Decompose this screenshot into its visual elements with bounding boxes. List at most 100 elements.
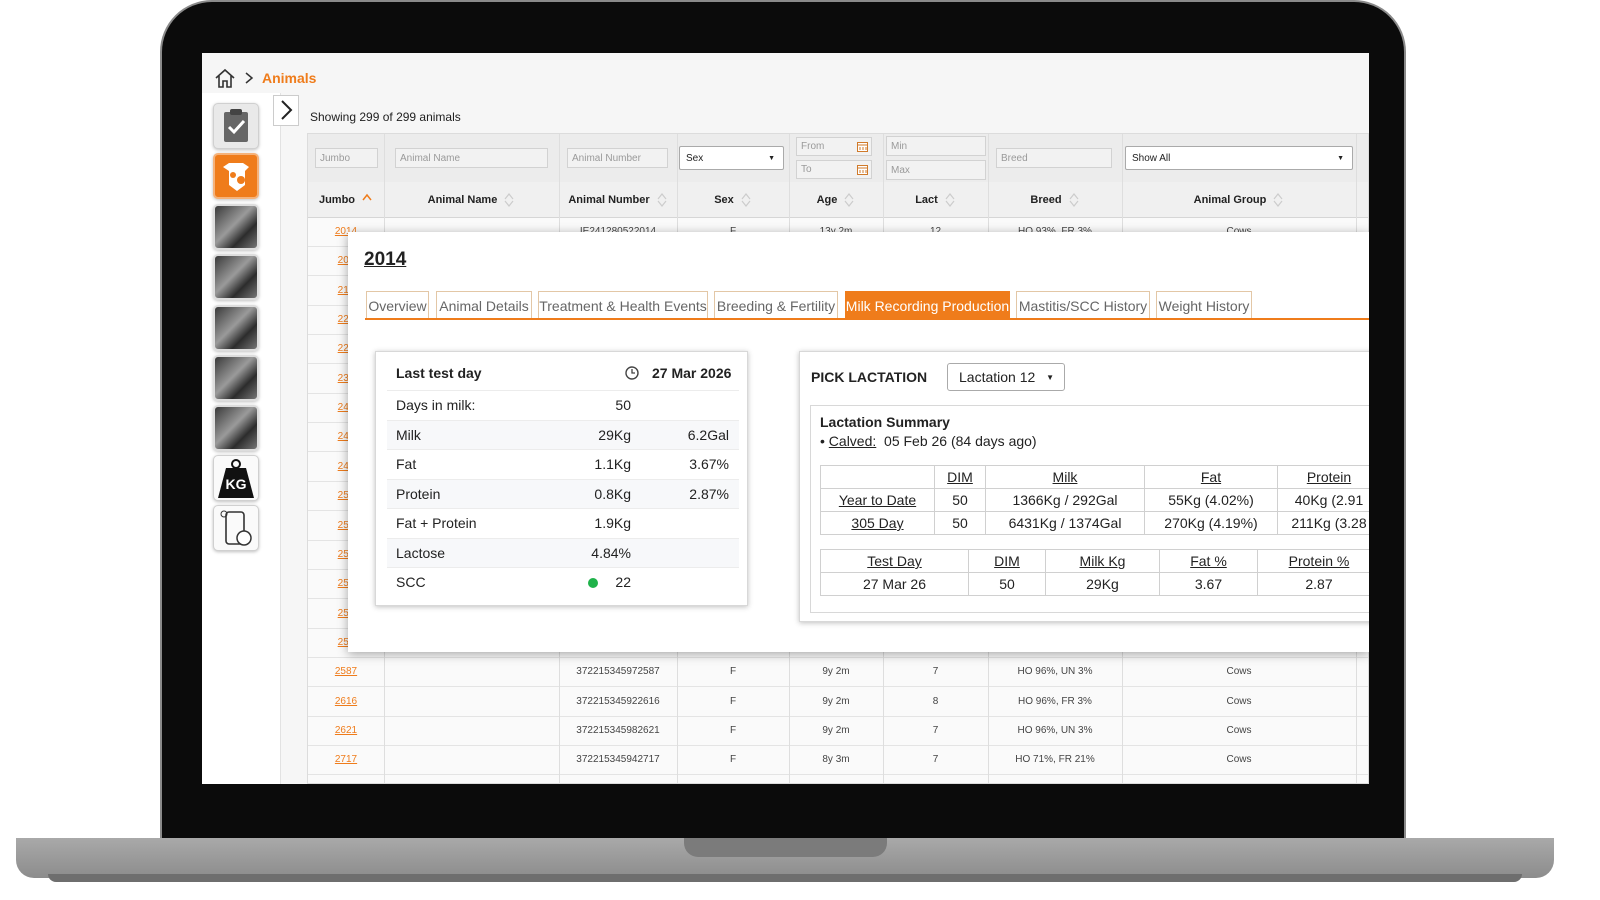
modal-title: 2014 (364, 249, 407, 270)
tab[interactable]: Treatment & Health Events (538, 291, 708, 319)
sort-indicator[interactable] (503, 192, 515, 208)
results-count: Showing 299 of 299 animals (310, 110, 461, 124)
animals-icon[interactable] (213, 153, 259, 199)
header-cell: Milk (985, 465, 1145, 489)
select-arrow: ▼ (1337, 154, 1344, 162)
jumbo-link[interactable]: 2621 (334, 724, 358, 736)
tab[interactable]: Animal Details (436, 291, 532, 319)
stat-row: Milk 29Kg 6.2Gal (387, 419, 739, 450)
header-row: DIM Milk Fat Protein (820, 465, 1369, 489)
photo-icon[interactable] (213, 405, 259, 451)
column-header[interactable]: Age (789, 182, 883, 217)
home-icon[interactable] (214, 67, 236, 89)
blank-cell (820, 465, 935, 489)
header-cell: DIM (934, 465, 986, 489)
photo-icon[interactable] (213, 305, 259, 351)
tab[interactable]: Overview (366, 291, 429, 319)
column-header[interactable]: Jumbo (308, 182, 384, 217)
jumbo-link[interactable]: 244 (337, 460, 355, 472)
input-placeholder: From (801, 141, 825, 152)
column-header[interactable]: Animal Name (384, 182, 559, 217)
stat-label: Fat + Protein (396, 515, 477, 531)
column-header-text: Sex (714, 193, 734, 206)
jumbo-link[interactable]: 2616 (334, 695, 358, 707)
jumbo-link[interactable]: 257 (337, 636, 355, 648)
photo-icon[interactable] (213, 254, 259, 300)
jumbo-link[interactable]: 256 (337, 578, 355, 590)
tab[interactable]: Mastitis/SCC History (1016, 291, 1150, 319)
photo-icon[interactable] (213, 204, 259, 250)
table-cell: 7 (932, 724, 939, 736)
jumbo-link[interactable]: 252 (337, 490, 355, 502)
filter-input[interactable]: Jumbo (315, 148, 378, 168)
status-dot (588, 578, 598, 588)
weight-icon[interactable]: KG (213, 455, 259, 501)
breadcrumb-separator (245, 72, 254, 84)
data-row: 27 Mar 26 50 29Kg 3.67 2.87 (820, 572, 1369, 596)
column-header[interactable]: Animal Group (1122, 182, 1356, 217)
jumbo-link[interactable]: 2014 (334, 226, 358, 237)
sort-indicator[interactable] (1272, 192, 1284, 208)
sort-indicator[interactable] (843, 192, 855, 208)
select-arrow: ▼ (1046, 372, 1054, 382)
filter-input[interactable]: From (796, 137, 872, 156)
totals-table: DIM Milk Fat Protein Year to Date 50 1366Kg / … (820, 465, 1369, 535)
column-header[interactable]: Breed (988, 182, 1122, 217)
stat-value: 22 (615, 574, 631, 590)
column-header-text: Animal Number (568, 193, 650, 206)
jumbo-link[interactable]: 257 (337, 607, 355, 619)
sort-indicator[interactable] (740, 192, 752, 208)
header-cell: Fat (1144, 465, 1278, 489)
filter-input[interactable]: Max (886, 160, 986, 180)
sort-indicator[interactable] (1068, 192, 1080, 208)
finance-icon[interactable] (213, 505, 259, 551)
header-cell: Protein % (1257, 549, 1369, 573)
column-header[interactable]: Lact (883, 182, 988, 217)
weight-label: KG (225, 476, 247, 492)
filter-select[interactable]: Show All ▼ (1125, 146, 1353, 170)
table-cell: HO 96%, FR 3% (1018, 695, 1092, 707)
jumbo-link[interactable]: 228 (337, 343, 355, 355)
filter-input[interactable]: Min (886, 136, 986, 156)
table-cell: Cows (1226, 724, 1252, 736)
tab[interactable]: Breeding & Fertility (714, 291, 838, 319)
table-cell: F (729, 695, 737, 707)
filter-input[interactable]: Animal Number (567, 148, 668, 168)
filter-select[interactable]: Sex ▼ (679, 146, 784, 170)
table-cell: 372215345972587 (576, 666, 660, 678)
select-text: Sex (686, 152, 704, 164)
sort-indicator[interactable] (361, 192, 373, 208)
tab[interactable]: Milk Recording Production (845, 291, 1010, 319)
filter-input[interactable]: To (796, 160, 872, 179)
tasks-icon[interactable] (213, 103, 259, 149)
lactation-select[interactable]: Lactation 12 ▼ (947, 363, 1065, 391)
jumbo-link[interactable]: 240 (337, 402, 355, 414)
data-cell: 55Kg (4.02%) (1144, 488, 1278, 512)
row-label: Year to Date (820, 488, 935, 512)
sort-indicator[interactable] (944, 192, 956, 208)
sort-indicator[interactable] (656, 192, 668, 208)
jumbo-link[interactable]: 2717 (334, 754, 358, 766)
filter-input[interactable]: Animal Name (395, 148, 548, 168)
breadcrumb-current[interactable]: Animals (262, 70, 317, 86)
stat-value: 6.2Gal (687, 426, 729, 443)
jumbo-link[interactable]: 215 (337, 284, 355, 296)
column-header[interactable]: Animal Number (559, 182, 677, 217)
jumbo-link[interactable]: 241 (337, 431, 355, 443)
jumbo-link[interactable]: 254 (337, 519, 355, 531)
jumbo-link[interactable]: 236 (337, 372, 355, 384)
table-cell: 7 (932, 754, 939, 766)
table-cell: F (729, 666, 737, 678)
stat-value: 0.8Kg (594, 485, 631, 502)
filter-input[interactable]: Breed (996, 148, 1112, 168)
test-day-table: Test Day DIM Milk Kg Fat % Protein % 27 Mar 2… (820, 549, 1369, 596)
tab[interactable]: Weight History (1156, 291, 1252, 319)
column-header[interactable]: Sex (677, 182, 789, 217)
jumbo-link[interactable]: 2587 (334, 666, 358, 678)
table-cell: HO 96%, UN 3% (1017, 666, 1093, 678)
expand-button[interactable] (273, 95, 299, 126)
photo-icon[interactable] (213, 355, 259, 401)
jumbo-link[interactable]: 224 (337, 314, 355, 326)
jumbo-link[interactable]: 207 (337, 255, 355, 267)
jumbo-link[interactable]: 254 (337, 548, 355, 560)
